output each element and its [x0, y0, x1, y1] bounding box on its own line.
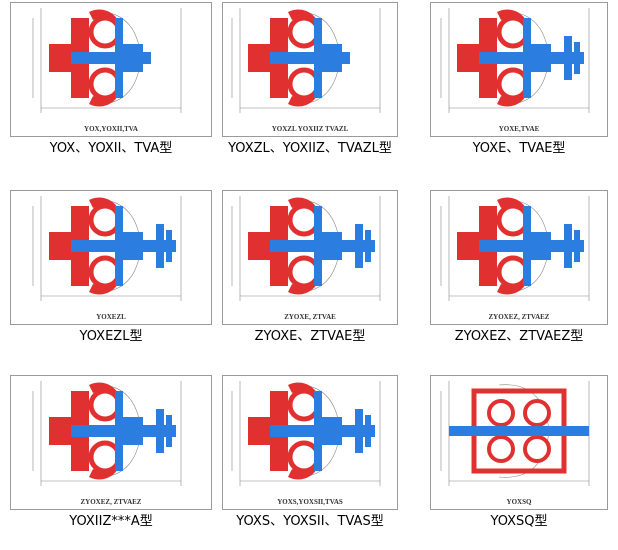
- coupling-drawing: [32, 8, 182, 113]
- image-label: YOXS,YOXSII,TVAS: [277, 498, 343, 506]
- image-label: ZYOXE, ZTVAE: [284, 313, 336, 321]
- product-image: ZYOXE, ZTVAE: [222, 190, 398, 325]
- coupling-drawing: [440, 8, 590, 113]
- caption: YOXZL、YOXIIZ、TVAZL型: [228, 141, 392, 156]
- product-image: YOX,YOXII,TVA: [10, 2, 212, 137]
- image-label: YOXZL YOXIIZ TVAZL: [271, 125, 349, 133]
- caption: YOXE、TVAE型: [472, 141, 566, 156]
- caption: YOXSQ型: [490, 514, 548, 529]
- image-label: YOXEZL: [96, 313, 126, 321]
- product-image: YOXS,YOXSII,TVAS: [222, 375, 398, 510]
- product-image: YOXSQ: [430, 375, 608, 510]
- coupling-drawing: [231, 8, 381, 113]
- product-image: ZYOXEZ, ZTVAEZ: [10, 375, 212, 510]
- caption: YOXEZL型: [79, 329, 143, 344]
- product-image: YOXE,TVAE: [430, 2, 608, 137]
- caption: YOXIIZ***A型: [69, 514, 153, 529]
- coupling-drawing: [231, 381, 381, 486]
- caption: ZYOXE、ZTVAE型: [254, 329, 366, 344]
- coupling-drawing: [231, 196, 381, 301]
- image-label: YOX,YOXII,TVA: [84, 125, 138, 133]
- product-image: YOXEZL: [10, 190, 212, 325]
- caption: YOXS、YOXSII、TVAS型: [236, 514, 384, 529]
- product-image: YOXZL YOXIIZ TVAZL: [222, 2, 398, 137]
- coupling-drawing: [32, 381, 182, 486]
- product-image: ZYOXEZ, ZTVAEZ: [430, 190, 608, 325]
- caption: YOX、YOXII、TVA型: [49, 141, 173, 156]
- coupling-drawing: [440, 196, 590, 301]
- image-label: ZYOXEZ, ZTVAEZ: [488, 313, 550, 321]
- caption: ZYOXEZ、ZTVAEZ型: [454, 329, 584, 344]
- image-label: YOXSQ: [506, 498, 532, 506]
- coupling-drawing: [440, 381, 590, 486]
- coupling-drawing: [32, 196, 182, 301]
- image-label: YOXE,TVAE: [498, 125, 540, 133]
- image-label: ZYOXEZ, ZTVAEZ: [80, 498, 142, 506]
